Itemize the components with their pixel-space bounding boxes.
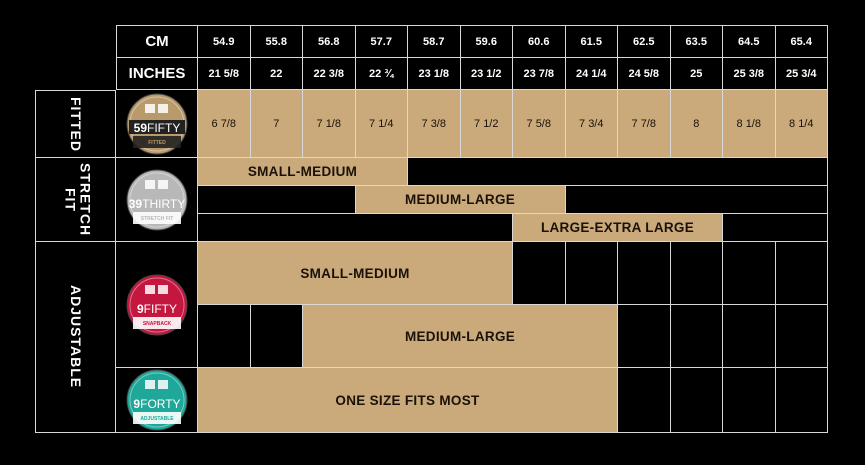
stretch-band-small-medium: SMALL-MEDIUM (198, 158, 408, 186)
59fifty-logo: 59FIFTY FITTED (116, 90, 198, 158)
stretch-label-text: STRETCH FIT (62, 162, 94, 237)
cm-value: 57.7 (355, 25, 408, 58)
inches-value: 25 (670, 58, 723, 90)
empty-cell (723, 305, 776, 368)
empty-cell (775, 242, 828, 305)
9forty-logo: 9FORTY ADJUSTABLE (116, 368, 198, 433)
adjustable-band-one-size: ONE SIZE FITS MOST (198, 368, 618, 433)
empty-cell (250, 305, 303, 368)
empty-cell (198, 214, 513, 242)
cm-value: 65.4 (775, 25, 828, 58)
fitted-size: 8 (670, 90, 723, 158)
empty-cell (775, 305, 828, 368)
cm-value: 64.5 (723, 25, 776, 58)
inches-value: 25 3/8 (723, 58, 776, 90)
39thirty-logo: 39THIRTY STRETCH FIT (116, 158, 198, 242)
cm-value: 60.6 (513, 25, 566, 58)
inches-value: 24 1/4 (565, 58, 618, 90)
fitted-size: 8 1/8 (723, 90, 776, 158)
empty-cell (618, 368, 671, 433)
stretch-band-medium-large: MEDIUM-LARGE (355, 186, 566, 214)
svg-text:FITTED: FITTED (148, 140, 166, 146)
empty-cell (670, 305, 723, 368)
svg-text:39THIRTY: 39THIRTY (128, 197, 184, 211)
cap-logo-badge: 9FORTY ADJUSTABLE (126, 369, 187, 431)
inches-value: 22 (250, 58, 303, 90)
inches-value: 23 1/2 (460, 58, 513, 90)
fitted-size: 7 5/8 (513, 90, 566, 158)
fitted-size: 7 3/4 (565, 90, 618, 158)
fitted-size: 7 1/8 (303, 90, 356, 158)
fitted-size: 7 3/8 (408, 90, 461, 158)
svg-text:9FORTY: 9FORTY (133, 397, 180, 411)
cap-logo-badge: 59FIFTY FITTED (126, 93, 187, 154)
fitted-size: 7 (250, 90, 303, 158)
stretch-label: STRETCH FIT (35, 158, 116, 242)
fitted-size: 7 7/8 (618, 90, 671, 158)
cm-value: 55.8 (250, 25, 303, 58)
inches-value: 23 7/8 (513, 58, 566, 90)
adjustable-label: ADJUSTABLE (35, 242, 116, 433)
cm-value: 63.5 (670, 25, 723, 58)
stretch-band-large-extra-large: LARGE-EXTRA LARGE (513, 214, 723, 242)
cm-value: 58.7 (408, 25, 461, 58)
snapback-band-small-medium: SMALL-MEDIUM (198, 242, 513, 305)
fitted-size: 7 1/4 (355, 90, 408, 158)
inches-value: 22 ¾ (355, 58, 408, 90)
inches-value: 21 5/8 (198, 58, 251, 90)
9fifty-logo: 9FIFTY SNAPBACK (116, 242, 198, 368)
empty-cell (198, 186, 356, 214)
svg-text:9FIFTY: 9FIFTY (136, 302, 176, 316)
empty-cell (408, 158, 828, 186)
empty-cell (198, 305, 251, 368)
svg-text:STRETCH FIT: STRETCH FIT (140, 216, 173, 222)
snapback-band-medium-large: MEDIUM-LARGE (303, 305, 618, 368)
fitted-label: FITTED (35, 90, 116, 158)
fitted-size: 6 7/8 (198, 90, 251, 158)
svg-text:SNAPBACK: SNAPBACK (142, 321, 171, 327)
inches-value: 24 5/8 (618, 58, 671, 90)
inches-value: 25 3/4 (775, 58, 828, 90)
empty-cell (565, 242, 618, 305)
empty-cell (723, 368, 776, 433)
empty-cell (670, 242, 723, 305)
cm-value: 62.5 (618, 25, 671, 58)
empty-cell (513, 242, 566, 305)
cm-value: 59.6 (460, 25, 513, 58)
inches-header: INCHES (116, 58, 198, 90)
cm-value: 56.8 (303, 25, 356, 58)
svg-text:59FIFTY: 59FIFTY (133, 121, 180, 135)
size-chart-table: CM INCHES FITTED STRETCH FIT ADJUSTABLE … (35, 25, 828, 433)
inches-value: 23 1/8 (408, 58, 461, 90)
cm-header: CM (116, 25, 198, 58)
empty-cell (618, 305, 671, 368)
empty-cell (775, 368, 828, 433)
cm-value: 61.5 (565, 25, 618, 58)
fitted-size: 8 1/4 (775, 90, 828, 158)
empty-cell (723, 242, 776, 305)
svg-text:ADJUSTABLE: ADJUSTABLE (140, 416, 174, 422)
cm-value: 54.9 (198, 25, 251, 58)
cap-logo-badge: 9FIFTY SNAPBACK (126, 274, 187, 335)
fitted-size: 7 1/2 (460, 90, 513, 158)
empty-cell (565, 186, 828, 214)
inches-value: 22 3/8 (303, 58, 356, 90)
empty-cell (723, 214, 828, 242)
empty-cell (670, 368, 723, 433)
empty-cell (618, 242, 671, 305)
cap-logo-badge: 39THIRTY STRETCH FIT (126, 169, 187, 230)
